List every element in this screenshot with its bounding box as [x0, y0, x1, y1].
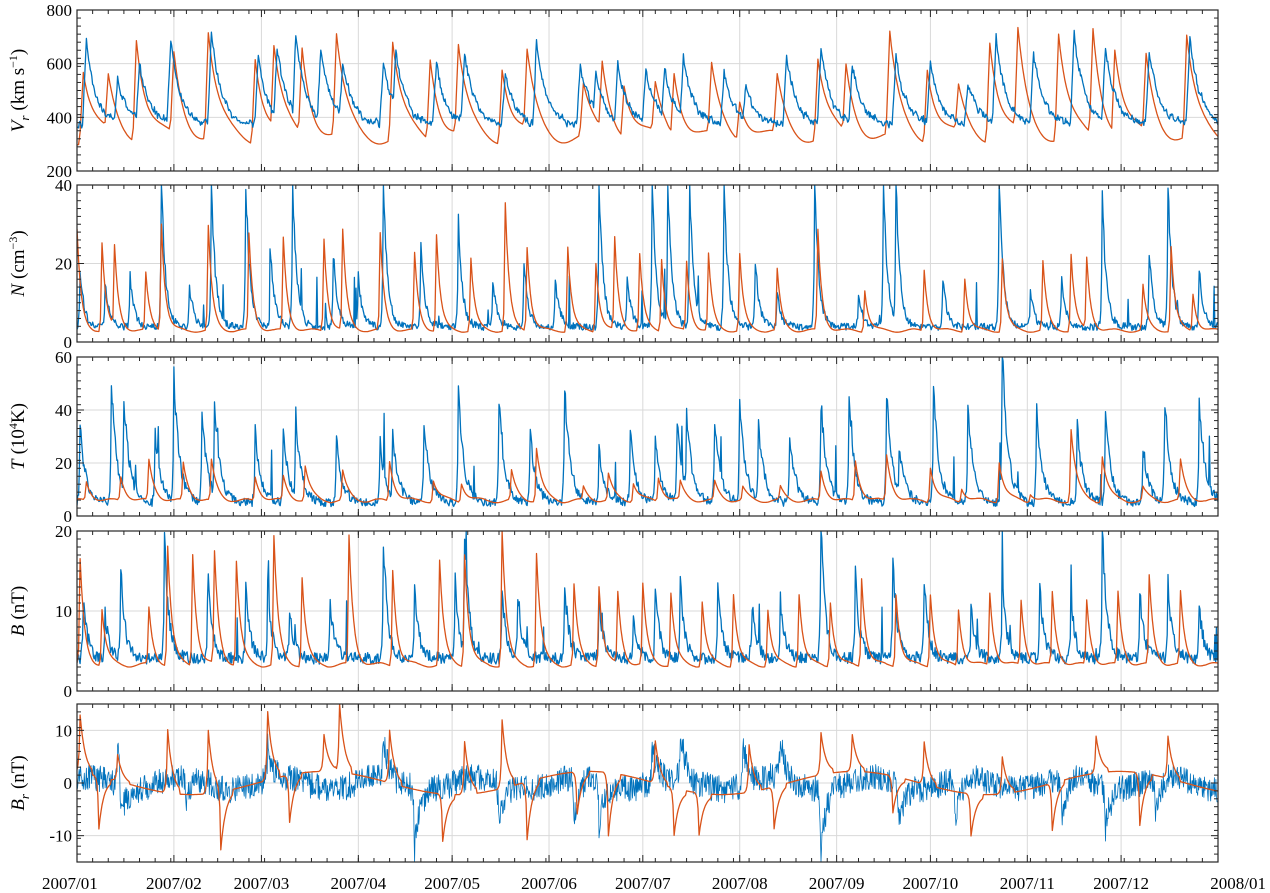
- model-series-line: [77, 202, 1218, 333]
- y-axis-label-unit: (cm: [8, 249, 29, 279]
- x-axis-tick-labels: 2007/01 2007/02 2007/03 2007/04 2007/05 2007/…: [42, 874, 1266, 893]
- y-tick-label: 0: [64, 682, 73, 701]
- y-axis-label-symbol: B: [8, 799, 29, 811]
- y-axis-label-superscript: 4: [6, 423, 20, 429]
- panel-4: 0 10 20 B (nT): [8, 522, 1219, 701]
- y-axis-label: T (104K): [6, 403, 29, 470]
- y-axis-label: Br (nT): [8, 755, 32, 810]
- y-axis-label-superscript: −3: [6, 237, 20, 250]
- model-series-line: [77, 429, 1218, 504]
- y-tick-label: 0: [64, 774, 73, 793]
- y-axis-label-close: ): [8, 230, 29, 236]
- y-tick-label: 20: [55, 255, 72, 274]
- x-tick-label: 2007/05: [424, 874, 480, 893]
- x-tick-label: 2007/06: [521, 874, 577, 893]
- y-tick-label: 800: [47, 1, 73, 20]
- y-axis-label-symbol: V: [8, 118, 29, 132]
- observed-series-line: [77, 531, 1218, 665]
- observed-series-line: [77, 357, 1218, 508]
- y-axis-label-unit: (km s: [8, 68, 29, 111]
- x-tick-label: 2007/08: [712, 874, 768, 893]
- observed-series-line: [77, 185, 1218, 332]
- panel-3: 0 20 40 60 T (104K): [6, 348, 1219, 526]
- y-axis-label-close: ): [8, 49, 29, 55]
- grid-lines: [77, 9, 1218, 172]
- y-tick-label: 40: [55, 176, 72, 195]
- y-tick-label: 60: [55, 348, 72, 367]
- x-tick-label: 2007/09: [809, 874, 865, 893]
- y-axis-label-subscript: r: [17, 793, 32, 799]
- y-axis-label: Vr (km s−1): [6, 49, 32, 133]
- y-tick-label: 0: [64, 507, 73, 526]
- y-axis-label-unit: (nT): [8, 586, 29, 620]
- y-axis-label-symbol: T: [8, 458, 29, 470]
- grid-lines: [77, 704, 1218, 862]
- tick-marks: [76, 530, 1219, 692]
- tick-marks: [76, 184, 1219, 343]
- x-tick-label: 2007/12: [1093, 874, 1149, 893]
- y-tick-label: -10: [49, 827, 72, 846]
- y-tick-label: 40: [55, 401, 72, 420]
- model-series-line: [77, 704, 1218, 851]
- y-axis-label-symbol: N: [8, 283, 29, 298]
- y-axis-label-symbol: B: [8, 624, 29, 636]
- model-series-line: [77, 26, 1218, 146]
- x-tick-label: 2008/01: [1210, 874, 1266, 893]
- y-tick-label: 400: [47, 108, 73, 127]
- y-axis-label: B (nT): [8, 586, 29, 636]
- x-tick-label: 2007/07: [615, 874, 671, 893]
- y-axis-label: N (cm−3): [6, 230, 29, 297]
- tick-marks: [76, 9, 1219, 172]
- tick-marks: [76, 703, 1219, 863]
- observed-series-line: [77, 29, 1218, 129]
- x-tick-label: 2007/03: [234, 874, 290, 893]
- y-axis-label-subscript: r: [17, 115, 32, 121]
- x-tick-label: 2007/02: [146, 874, 202, 893]
- x-tick-label: 2007/01: [42, 874, 98, 893]
- y-axis-label-superscript: −1: [6, 55, 20, 68]
- y-tick-label: 10: [55, 721, 72, 740]
- panel-5: -10 0 10 Br (nT): [8, 703, 1219, 863]
- grid-lines: [77, 356, 1218, 517]
- y-tick-label: 600: [47, 55, 73, 74]
- x-tick-label: 2007/04: [330, 874, 386, 893]
- y-axis-label-close: K): [8, 403, 29, 423]
- axes-box: [76, 356, 1219, 517]
- panel-2: 0 20 40 N (cm−3): [6, 176, 1219, 352]
- y-tick-label: 200: [47, 162, 73, 181]
- x-tick-label: 2007/11: [1000, 874, 1055, 893]
- y-axis-label-unit: (nT): [8, 755, 29, 789]
- y-tick-label: 10: [55, 602, 72, 621]
- y-tick-label: 20: [55, 454, 72, 473]
- y-tick-label: 0: [64, 333, 73, 352]
- x-tick-label: 2007/10: [903, 874, 959, 893]
- y-tick-label: 20: [55, 522, 72, 541]
- panel-1: 200 400 600 800 Vr (km s−1): [6, 1, 1219, 181]
- model-series-line: [77, 531, 1218, 668]
- tick-marks: [76, 356, 1219, 517]
- observed-series-line: [77, 733, 1218, 862]
- y-axis-label-unit: (10: [8, 429, 29, 454]
- axes-box: [76, 9, 1219, 172]
